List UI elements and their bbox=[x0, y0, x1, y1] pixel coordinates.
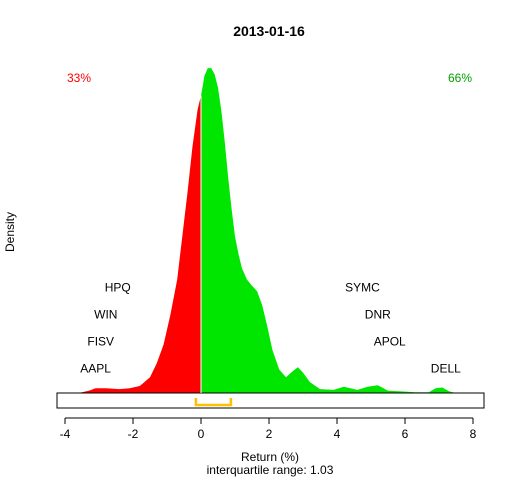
annotation-apol: APOL bbox=[374, 334, 406, 348]
chart-subtitle: interquartile range: 1.03 bbox=[207, 463, 334, 477]
annotation-hpq: HPQ bbox=[105, 280, 131, 294]
positive-density-area bbox=[201, 68, 456, 393]
ticker-annotations: HPQ WIN FISV AAPL SYMC DNR APOL DELL bbox=[80, 280, 461, 375]
x-tick-label: 4 bbox=[334, 427, 341, 441]
x-tick-label: 2 bbox=[266, 427, 273, 441]
annotation-symc: SYMC bbox=[345, 280, 380, 294]
x-tick-label: 6 bbox=[402, 427, 409, 441]
annotation-win: WIN bbox=[94, 308, 117, 322]
x-tick-label: 0 bbox=[198, 427, 205, 441]
iqr-bracket bbox=[194, 398, 233, 407]
annotation-aapl: AAPL bbox=[80, 362, 111, 376]
left-share-label: 33% bbox=[67, 71, 91, 85]
chart-title: 2013-01-16 bbox=[233, 23, 305, 39]
x-axis-label: Return (%) bbox=[241, 450, 299, 464]
y-axis-label: Density bbox=[3, 212, 17, 252]
x-tick-label: 8 bbox=[470, 427, 477, 441]
plot-box bbox=[56, 392, 485, 409]
x-tick-label: -4 bbox=[60, 427, 71, 441]
density-area bbox=[78, 68, 456, 393]
right-share-label: 66% bbox=[448, 71, 472, 85]
annotation-dell: DELL bbox=[431, 362, 461, 376]
annotation-dnr: DNR bbox=[365, 308, 391, 322]
annotation-fisv: FISV bbox=[87, 334, 114, 348]
negative-density-area bbox=[78, 95, 201, 393]
iqr-bracket-shape bbox=[194, 398, 233, 407]
x-tick-label: -2 bbox=[128, 427, 139, 441]
x-axis: -4 -2 0 2 4 6 8 bbox=[60, 417, 477, 441]
